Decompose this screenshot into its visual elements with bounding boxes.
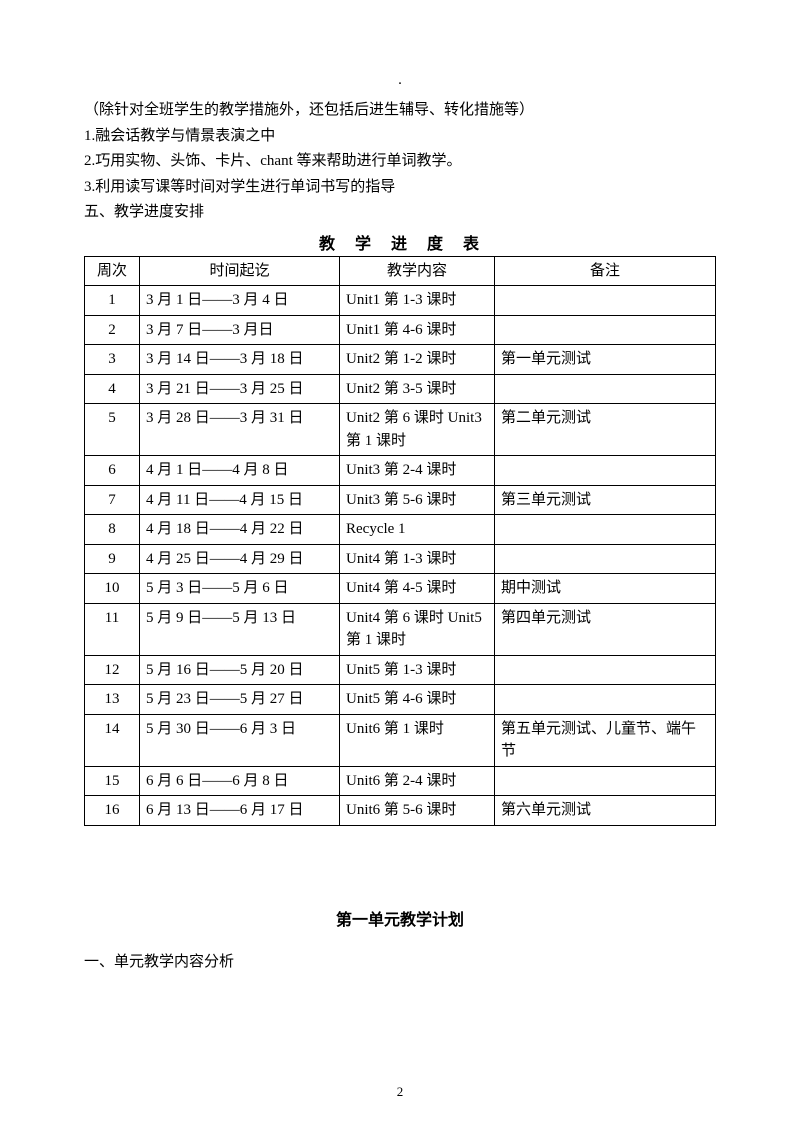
cell-content: Unit4 第 4-5 课时 [340,574,495,604]
cell-note [495,685,716,715]
cell-week: 2 [85,315,140,345]
cell-content: Unit4 第 6 课时 Unit5 第 1 课时 [340,603,495,655]
table-header-row: 周次 时间起讫 教学内容 备注 [85,256,716,286]
table-row: 166 月 13 日——6 月 17 日Unit6 第 5-6 课时第六单元测试 [85,796,716,826]
table-row: 145 月 30 日——6 月 3 日Unit6 第 1 课时第五单元测试、儿童… [85,714,716,766]
cell-content: Unit6 第 2-4 课时 [340,766,495,796]
cell-content: Unit5 第 1-3 课时 [340,655,495,685]
cell-time: 3 月 1 日——3 月 4 日 [140,286,340,316]
intro-line: 五、教学进度安排 [84,200,716,226]
cell-week: 11 [85,603,140,655]
table-row: 135 月 23 日——5 月 27 日Unit5 第 4-6 课时 [85,685,716,715]
cell-note: 期中测试 [495,574,716,604]
cell-time: 5 月 23 日——5 月 27 日 [140,685,340,715]
cell-time: 5 月 30 日——6 月 3 日 [140,714,340,766]
cell-week: 1 [85,286,140,316]
table-title: 教 学 进 度 表 [84,230,716,254]
cell-content: Unit3 第 5-6 课时 [340,485,495,515]
cell-content: Unit4 第 1-3 课时 [340,544,495,574]
table-row: 43 月 21 日——3 月 25 日Unit2 第 3-5 课时 [85,374,716,404]
cell-time: 4 月 1 日——4 月 8 日 [140,456,340,486]
table-row: 23 月 7 日——3 月日Unit1 第 4-6 课时 [85,315,716,345]
cell-time: 5 月 16 日——5 月 20 日 [140,655,340,685]
table-row: 156 月 6 日——6 月 8 日Unit6 第 2-4 课时 [85,766,716,796]
section-title: 第一单元教学计划 [84,906,716,930]
cell-time: 6 月 6 日——6 月 8 日 [140,766,340,796]
intro-line: （除针对全班学生的教学措施外，还包括后进生辅导、转化措施等） [84,98,716,124]
table-row: 94 月 25 日——4 月 29 日Unit4 第 1-3 课时 [85,544,716,574]
intro-line: 3.利用读写课等时间对学生进行单词书写的指导 [84,175,716,201]
table-row: 13 月 1 日——3 月 4 日Unit1 第 1-3 课时 [85,286,716,316]
cell-time: 4 月 25 日——4 月 29 日 [140,544,340,574]
sub-heading: 一、单元教学内容分析 [84,950,716,971]
cell-content: Unit1 第 1-3 课时 [340,286,495,316]
header-time: 时间起讫 [140,256,340,286]
cell-note [495,374,716,404]
cell-week: 15 [85,766,140,796]
cell-note [495,456,716,486]
header-note: 备注 [495,256,716,286]
table-row: 74 月 11 日——4 月 15 日Unit3 第 5-6 课时第三单元测试 [85,485,716,515]
page-dot: . [398,72,402,89]
cell-time: 5 月 9 日——5 月 13 日 [140,603,340,655]
cell-note [495,655,716,685]
cell-time: 3 月 21 日——3 月 25 日 [140,374,340,404]
cell-time: 3 月 14 日——3 月 18 日 [140,345,340,375]
cell-week: 8 [85,515,140,545]
cell-content: Unit2 第 1-2 课时 [340,345,495,375]
cell-week: 3 [85,345,140,375]
cell-week: 6 [85,456,140,486]
table-row: 53 月 28 日——3 月 31 日Unit2 第 6 课时 Unit3 第 … [85,404,716,456]
cell-note [495,315,716,345]
cell-week: 10 [85,574,140,604]
cell-content: Unit3 第 2-4 课时 [340,456,495,486]
cell-time: 4 月 18 日——4 月 22 日 [140,515,340,545]
cell-week: 13 [85,685,140,715]
page-number: 2 [397,1084,404,1100]
cell-note: 第一单元测试 [495,345,716,375]
cell-content: Recycle 1 [340,515,495,545]
cell-week: 14 [85,714,140,766]
cell-week: 4 [85,374,140,404]
cell-content: Unit2 第 6 课时 Unit3 第 1 课时 [340,404,495,456]
cell-week: 12 [85,655,140,685]
cell-note [495,766,716,796]
cell-content: Unit1 第 4-6 课时 [340,315,495,345]
intro-block: （除针对全班学生的教学措施外，还包括后进生辅导、转化措施等） 1.融会话教学与情… [84,98,716,226]
header-week: 周次 [85,256,140,286]
cell-content: Unit6 第 1 课时 [340,714,495,766]
cell-note [495,544,716,574]
cell-time: 4 月 11 日——4 月 15 日 [140,485,340,515]
cell-note: 第三单元测试 [495,485,716,515]
cell-time: 6 月 13 日——6 月 17 日 [140,796,340,826]
cell-week: 5 [85,404,140,456]
cell-note: 第四单元测试 [495,603,716,655]
table-row: 115 月 9 日——5 月 13 日Unit4 第 6 课时 Unit5 第 … [85,603,716,655]
cell-note: 第六单元测试 [495,796,716,826]
cell-note: 第二单元测试 [495,404,716,456]
cell-week: 16 [85,796,140,826]
intro-line: 1.融会话教学与情景表演之中 [84,124,716,150]
cell-week: 7 [85,485,140,515]
cell-week: 9 [85,544,140,574]
cell-content: Unit2 第 3-5 课时 [340,374,495,404]
cell-content: Unit5 第 4-6 课时 [340,685,495,715]
cell-note [495,515,716,545]
table-row: 33 月 14 日——3 月 18 日Unit2 第 1-2 课时第一单元测试 [85,345,716,375]
cell-time: 3 月 7 日——3 月日 [140,315,340,345]
cell-time: 3 月 28 日——3 月 31 日 [140,404,340,456]
table-row: 105 月 3 日——5 月 6 日Unit4 第 4-5 课时期中测试 [85,574,716,604]
header-content: 教学内容 [340,256,495,286]
cell-note: 第五单元测试、儿童节、端午节 [495,714,716,766]
schedule-table: 周次 时间起讫 教学内容 备注 13 月 1 日——3 月 4 日Unit1 第… [84,256,716,826]
cell-time: 5 月 3 日——5 月 6 日 [140,574,340,604]
table-row: 125 月 16 日——5 月 20 日Unit5 第 1-3 课时 [85,655,716,685]
cell-content: Unit6 第 5-6 课时 [340,796,495,826]
intro-line: 2.巧用实物、头饰、卡片、chant 等来帮助进行单词教学。 [84,149,716,175]
table-row: 84 月 18 日——4 月 22 日Recycle 1 [85,515,716,545]
table-row: 64 月 1 日——4 月 8 日Unit3 第 2-4 课时 [85,456,716,486]
cell-note [495,286,716,316]
